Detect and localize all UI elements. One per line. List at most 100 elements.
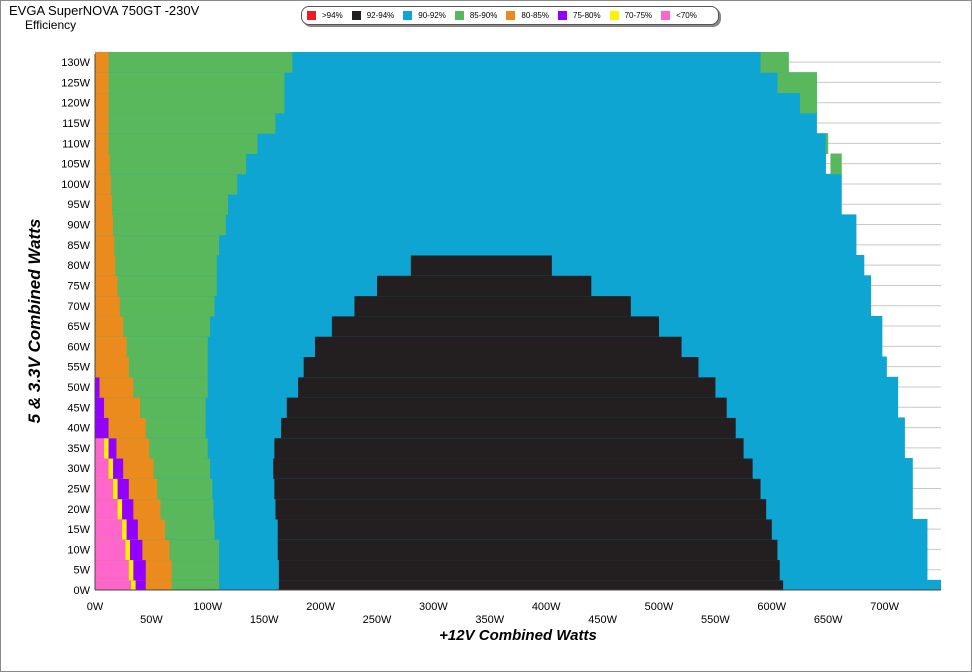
band-orange bbox=[95, 133, 109, 154]
band-orange bbox=[95, 397, 141, 418]
y-tick-label: 100W bbox=[61, 179, 90, 191]
band-orange bbox=[95, 295, 120, 317]
band-black bbox=[303, 356, 699, 378]
band-black bbox=[314, 336, 682, 358]
band-pink bbox=[95, 539, 126, 561]
band-black bbox=[274, 437, 744, 459]
x-tick-label: 500W bbox=[645, 601, 674, 613]
band-black bbox=[286, 397, 727, 418]
x-tick-label: 150W bbox=[250, 614, 279, 626]
y-tick-label: 5W bbox=[74, 565, 91, 577]
y-tick-label: 80W bbox=[67, 260, 90, 272]
legend-label: 92-94% bbox=[366, 11, 395, 20]
band-pink bbox=[95, 437, 105, 459]
band-green-right bbox=[760, 51, 789, 73]
band-orange bbox=[95, 214, 114, 236]
x-tick-label: 450W bbox=[588, 614, 617, 626]
band-green bbox=[95, 255, 217, 276]
band-purple bbox=[95, 397, 105, 418]
band-pink bbox=[95, 518, 123, 540]
legend-item: 75-80% bbox=[558, 11, 601, 20]
y-tick-label: 95W bbox=[67, 199, 90, 211]
band-black bbox=[278, 579, 784, 591]
band-pink bbox=[95, 498, 118, 520]
legend-swatch bbox=[351, 11, 361, 20]
band-purple bbox=[95, 417, 109, 439]
band-orange bbox=[95, 112, 109, 134]
band-orange bbox=[95, 275, 118, 297]
band-green bbox=[95, 214, 226, 236]
x-tick-label: 250W bbox=[363, 614, 392, 626]
band-orange bbox=[95, 51, 109, 73]
x-tick-label: 350W bbox=[475, 614, 504, 626]
band-pink bbox=[95, 579, 132, 591]
band-pink bbox=[95, 458, 109, 479]
x-tick-label: 550W bbox=[701, 614, 730, 626]
band-orange bbox=[95, 376, 134, 398]
legend-label: >94% bbox=[322, 11, 343, 20]
band-black bbox=[377, 275, 592, 297]
band-black bbox=[331, 315, 659, 337]
band-green bbox=[95, 72, 285, 94]
band-black bbox=[298, 376, 716, 398]
y-tick-label: 110W bbox=[62, 138, 91, 150]
band-black bbox=[354, 295, 631, 317]
y-tick-label: 105W bbox=[61, 159, 90, 171]
x-tick-label: 600W bbox=[757, 601, 786, 613]
y-tick-label: 45W bbox=[67, 402, 90, 414]
band-orange bbox=[95, 315, 124, 337]
band-orange bbox=[95, 255, 116, 276]
band-pink bbox=[95, 478, 114, 500]
y-tick-label: 15W bbox=[67, 524, 90, 536]
legend-item: 90-92% bbox=[403, 11, 446, 20]
y-tick-label: 30W bbox=[67, 463, 90, 475]
band-green bbox=[95, 173, 238, 195]
band-black bbox=[274, 478, 761, 500]
band-green bbox=[95, 295, 215, 317]
band-green bbox=[95, 234, 220, 256]
band-purple bbox=[95, 376, 100, 398]
legend-swatch bbox=[454, 11, 464, 20]
band-green bbox=[95, 315, 211, 337]
band-pink bbox=[95, 559, 129, 581]
y-tick-label: 75W bbox=[67, 280, 90, 292]
y-tick-label: 125W bbox=[61, 77, 90, 89]
legend-label: 75-80% bbox=[573, 11, 601, 20]
legend-label: 70-75% bbox=[624, 11, 653, 20]
band-green-right bbox=[830, 153, 842, 175]
y-tick-label: 20W bbox=[67, 504, 90, 516]
legend-swatch bbox=[609, 11, 619, 20]
x-tick-label: 400W bbox=[532, 601, 561, 613]
x-tick-label: 200W bbox=[306, 601, 335, 613]
legend-item: 80-85% bbox=[506, 11, 549, 20]
y-tick-label: 25W bbox=[67, 483, 90, 495]
y-tick-label: 130W bbox=[61, 57, 90, 69]
legend-item: 85-90% bbox=[454, 11, 498, 20]
band-orange bbox=[95, 153, 110, 175]
y-tick-label: 65W bbox=[67, 321, 90, 333]
x-tick-labels: 0W 50W 100W 150W 200W 250W 300W 350W 400W 450W 500… bbox=[87, 601, 900, 626]
y-tick-label: 10W bbox=[67, 544, 90, 556]
band-green-right bbox=[800, 92, 817, 114]
x-axis-title: +12V Combined Watts bbox=[439, 627, 597, 644]
legend-swatch bbox=[307, 11, 316, 20]
band-blue bbox=[95, 194, 842, 215]
legend-label: 85-90% bbox=[469, 11, 498, 20]
band-orange bbox=[95, 194, 112, 215]
legend: >94% 92-94% 90-92% 85-90% 80-85% 75-80% 70-75%… bbox=[301, 6, 719, 25]
legend-item: >94% bbox=[307, 11, 343, 20]
y-tick-label: 70W bbox=[67, 301, 90, 313]
band-orange bbox=[95, 234, 115, 256]
band-black bbox=[277, 518, 772, 540]
legend-item: 92-94% bbox=[351, 11, 395, 20]
x-tick-label: 0W bbox=[87, 601, 104, 613]
axes bbox=[94, 54, 941, 591]
band-green bbox=[95, 51, 293, 73]
band-green bbox=[95, 133, 258, 154]
band-green bbox=[95, 112, 276, 134]
y-tick-labels: 0W 5W 10W 15W 20W 25W 30W 35W 40W 45W 50W 55W 60W 65W… bbox=[61, 57, 90, 597]
band-green bbox=[95, 153, 247, 175]
y-tick-label: 120W bbox=[61, 98, 90, 110]
y-tick-label: 40W bbox=[67, 423, 90, 435]
